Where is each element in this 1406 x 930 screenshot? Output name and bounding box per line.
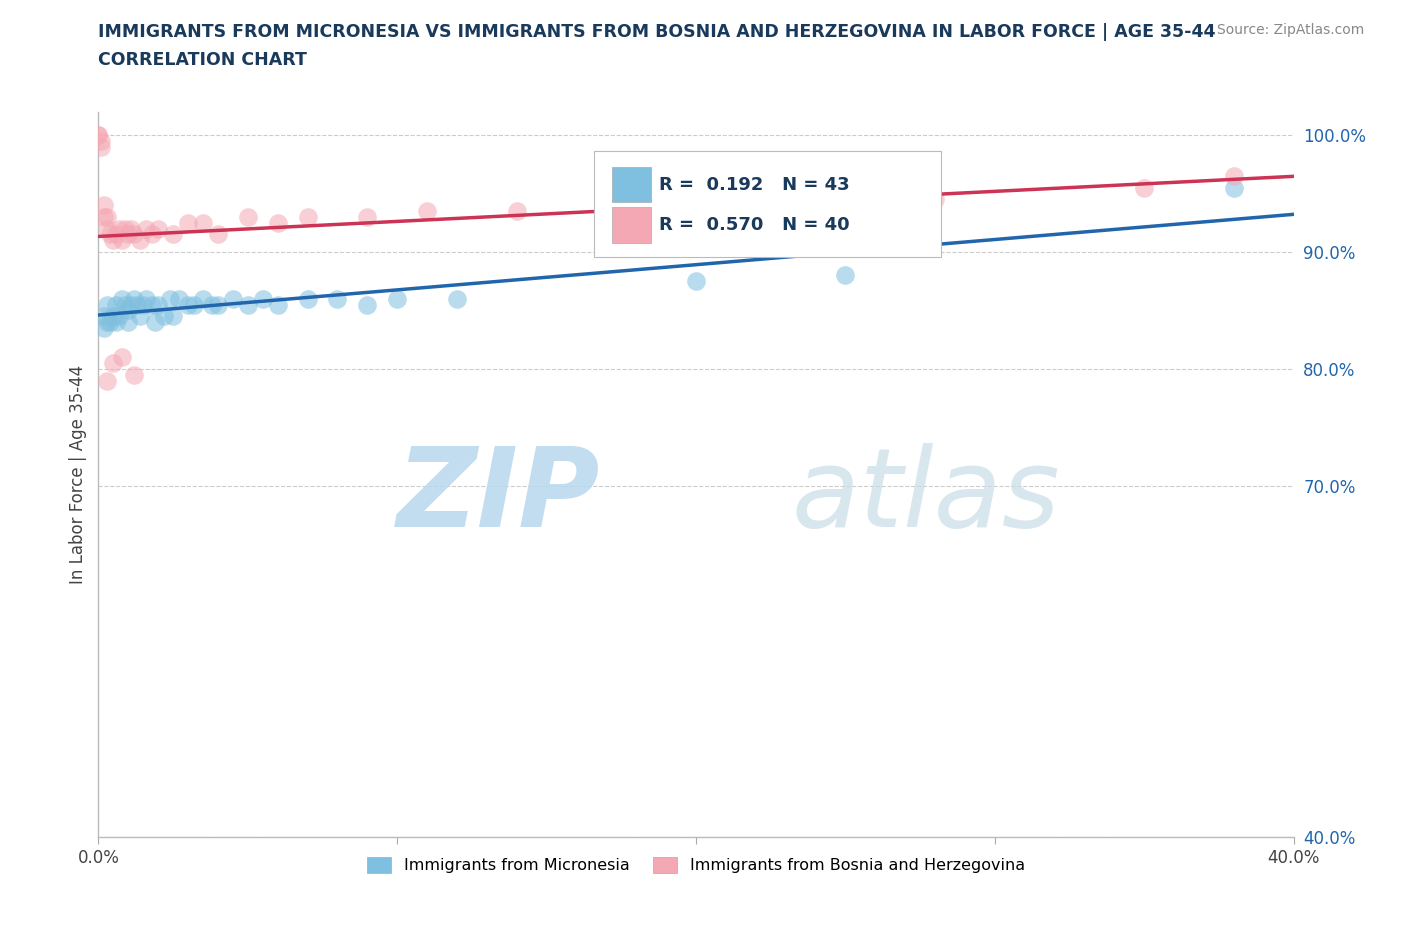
FancyBboxPatch shape — [595, 152, 941, 257]
Point — [222, 291, 245, 306]
Point — [96, 209, 118, 224]
Point — [120, 221, 142, 236]
Point — [93, 321, 115, 336]
Point — [506, 204, 529, 219]
Point — [297, 209, 319, 224]
Point — [207, 227, 229, 242]
Point — [356, 298, 378, 312]
Point — [177, 216, 200, 231]
Point — [98, 314, 122, 329]
Point — [127, 298, 149, 312]
Text: Source: ZipAtlas.com: Source: ZipAtlas.com — [1216, 23, 1364, 37]
Point — [326, 291, 349, 306]
Point — [834, 268, 856, 283]
Point — [124, 227, 146, 242]
Point — [153, 309, 176, 324]
Point — [87, 127, 110, 142]
Point — [191, 291, 214, 306]
Point — [385, 291, 409, 306]
Text: R =  0.192   N = 43: R = 0.192 N = 43 — [659, 176, 849, 193]
Point — [446, 291, 468, 306]
Point — [148, 221, 170, 236]
Point — [117, 227, 139, 242]
Point — [416, 204, 439, 219]
Point — [191, 216, 214, 231]
Point — [96, 221, 118, 236]
Y-axis label: In Labor Force | Age 35-44: In Labor Force | Age 35-44 — [69, 365, 87, 584]
Point — [120, 298, 142, 312]
Point — [114, 298, 136, 312]
Legend: Immigrants from Micronesia, Immigrants from Bosnia and Herzegovina: Immigrants from Micronesia, Immigrants f… — [360, 850, 1032, 880]
Point — [93, 209, 115, 224]
Point — [745, 192, 768, 206]
Point — [114, 221, 136, 236]
Point — [252, 291, 274, 306]
Point — [90, 133, 112, 148]
Point — [129, 232, 152, 247]
Point — [124, 367, 146, 382]
FancyBboxPatch shape — [613, 166, 651, 203]
Point — [236, 298, 259, 312]
Text: CORRELATION CHART: CORRELATION CHART — [98, 51, 308, 69]
Point — [96, 298, 118, 312]
Point — [183, 298, 205, 312]
Point — [148, 298, 170, 312]
Point — [356, 209, 378, 224]
Point — [141, 298, 163, 312]
Point — [96, 373, 118, 388]
Point — [162, 309, 184, 324]
Point — [267, 298, 290, 312]
Point — [93, 309, 115, 324]
Text: IMMIGRANTS FROM MICRONESIA VS IMMIGRANTS FROM BOSNIA AND HERZEGOVINA IN LABOR FO: IMMIGRANTS FROM MICRONESIA VS IMMIGRANTS… — [98, 23, 1216, 41]
Point — [103, 309, 125, 324]
Text: R =  0.570   N = 40: R = 0.570 N = 40 — [659, 217, 849, 234]
Point — [141, 227, 163, 242]
Point — [135, 291, 157, 306]
FancyBboxPatch shape — [613, 207, 651, 243]
Point — [924, 192, 946, 206]
Text: atlas: atlas — [792, 443, 1060, 550]
Point — [143, 314, 166, 329]
Point — [105, 314, 128, 329]
Point — [103, 355, 125, 370]
Point — [124, 291, 146, 306]
Point — [201, 298, 224, 312]
Point — [685, 273, 707, 288]
Point — [111, 232, 134, 247]
Point — [93, 198, 115, 213]
Point — [98, 227, 122, 242]
Point — [105, 298, 128, 312]
Point — [108, 221, 131, 236]
Point — [105, 227, 128, 242]
Text: ZIP: ZIP — [396, 443, 600, 550]
Point — [129, 309, 152, 324]
Point — [1223, 168, 1246, 183]
Point — [297, 291, 319, 306]
Point — [117, 314, 139, 329]
Point — [111, 350, 134, 365]
Point — [1133, 180, 1156, 195]
Point — [132, 298, 155, 312]
Point — [96, 314, 118, 329]
Point — [90, 140, 112, 154]
Point — [111, 291, 134, 306]
Point — [135, 221, 157, 236]
Point — [267, 216, 290, 231]
Point — [626, 204, 648, 219]
Point — [159, 291, 181, 306]
Point — [87, 127, 110, 142]
Point — [177, 298, 200, 312]
Point — [117, 303, 139, 318]
Point — [167, 291, 190, 306]
Point — [108, 309, 131, 324]
Point — [1223, 180, 1246, 195]
Point — [162, 227, 184, 242]
Point — [103, 232, 125, 247]
Point — [207, 298, 229, 312]
Point — [236, 209, 259, 224]
